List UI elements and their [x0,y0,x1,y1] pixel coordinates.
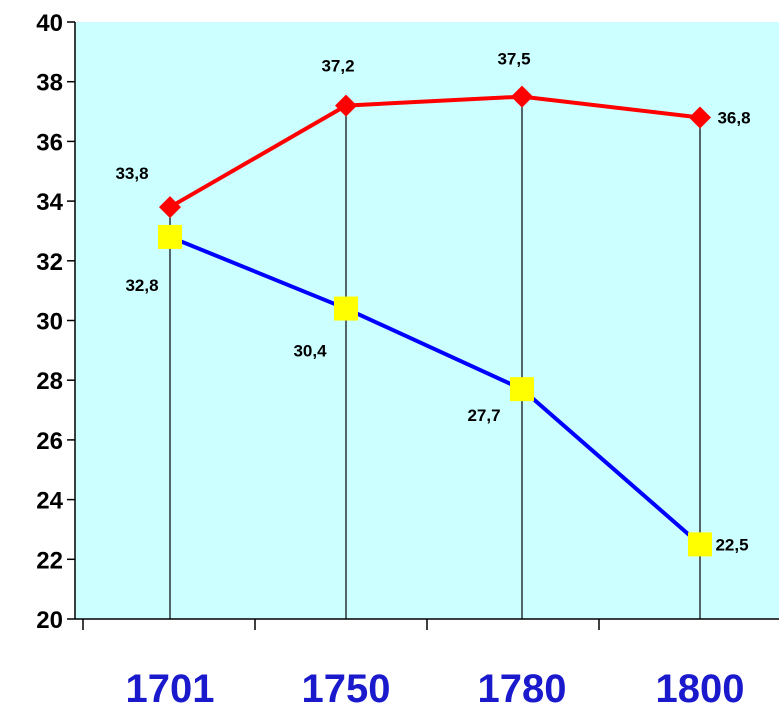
series-2-marker [334,296,358,321]
data-label: 30,4 [293,342,327,361]
plot-area [75,22,779,619]
x-tick-label-1750: 1750 [302,667,391,708]
data-label: 32,8 [125,276,158,295]
series-2-marker [688,532,712,557]
y-tick-label: 22 [36,547,63,574]
series-2-line [169,235,702,546]
y-tick-label: 26 [36,428,63,455]
x-tick-label-1800: 1800 [656,667,745,708]
series-1-marker [689,106,711,129]
y-tick-label: 34 [36,189,63,216]
x-tick-label-1701: 1701 [126,667,215,708]
series-lines [169,94,702,546]
y-tick-label: 20 [36,607,63,634]
data-label: 36,8 [717,109,750,128]
x-axis-ticks: 1701 1750 1780 1800 [82,619,745,708]
series-1-marker [335,94,357,117]
y-axis-ticks: 20 22 24 26 28 30 32 34 36 38 40 [36,10,75,634]
series-1-line [169,94,701,209]
data-label: 22,5 [715,535,748,554]
series-2-marker [158,224,182,249]
data-label: 33,8 [115,164,148,183]
series-markers [158,85,712,557]
y-tick-label: 28 [36,368,63,395]
y-tick-label: 38 [36,70,63,97]
data-label: 37,5 [497,50,530,69]
y-tick-label: 32 [36,249,63,276]
data-labels: 33,8 37,2 37,5 36,8 32,8 30,4 27,7 22,5 [115,50,750,555]
x-tick-label-1780: 1780 [478,667,567,708]
y-tick-label: 24 [36,488,63,515]
series-1-marker [159,196,181,219]
y-tick-label: 40 [36,10,63,37]
series-2-marker [510,377,534,402]
data-label: 27,7 [467,406,500,425]
y-tick-label: 36 [36,129,63,156]
data-label: 37,2 [321,57,354,76]
y-tick-label: 30 [36,309,63,336]
series-1-marker [511,85,533,108]
